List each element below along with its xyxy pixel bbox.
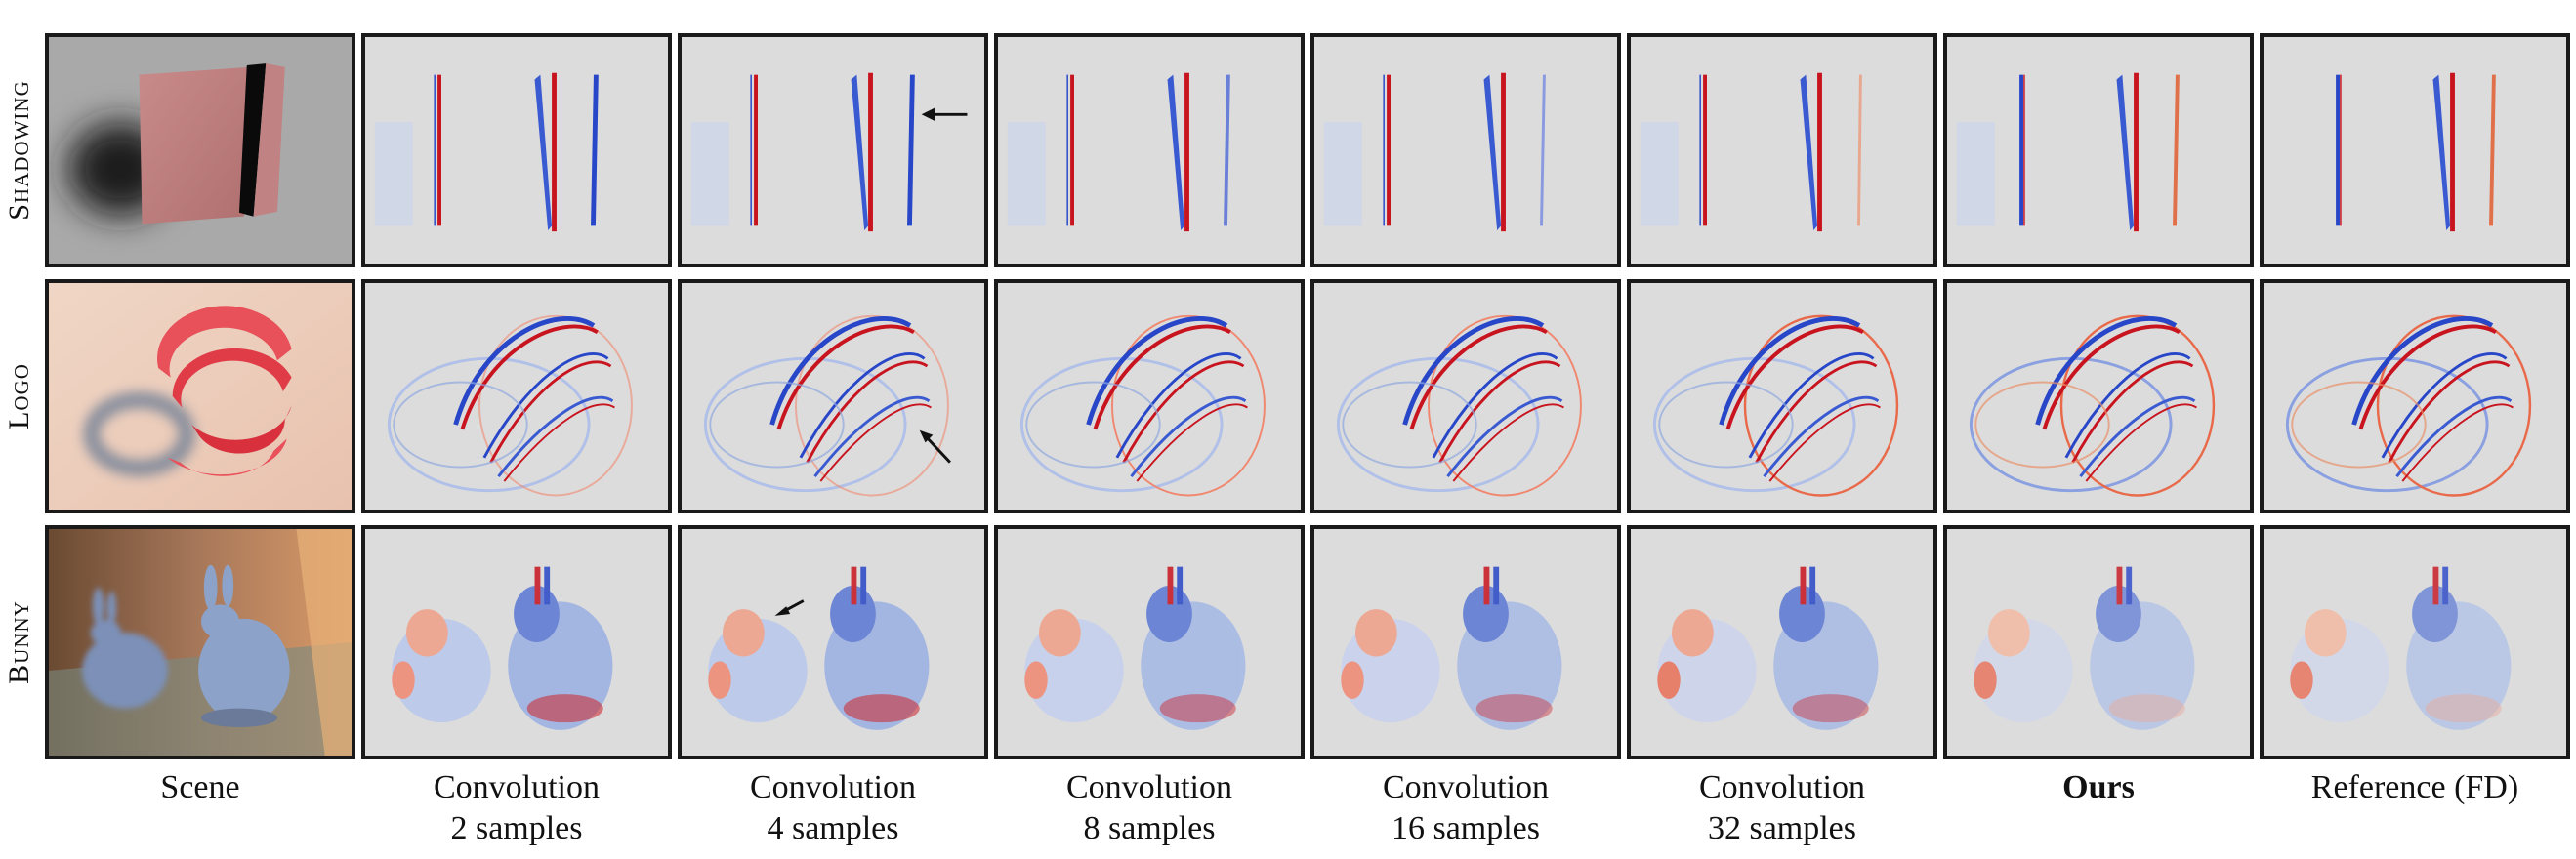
caption-conv2: Convolution 2 samples [433,769,601,846]
arrow-icon [924,434,951,464]
scene-logo [45,279,355,513]
gradient-bunny-conv32 [1627,525,1937,759]
gradient-shadowing-conv4 [678,33,988,267]
gradient-logo-conv8 [994,279,1305,513]
caption-conv8: Convolution 8 samples [1065,769,1233,846]
gradient-shadowing-ours [1943,33,2254,267]
gradient-logo-conv16 [1310,279,1621,513]
caption-conv4: Convolution 4 samples [749,769,917,846]
gradient-logo-conv32 [1627,279,1937,513]
gradient-logo-reference [2260,279,2570,513]
row-label-shadowing: Shadowing [3,80,35,221]
gradient-shadowing-conv16 [1310,33,1621,267]
scene-bunny [45,525,355,759]
caption-conv16: Convolution 16 samples [1382,769,1550,846]
gradient-bunny-conv16 [1310,525,1621,759]
gradient-logo-ours [1943,279,2254,513]
row-label-bunny: Bunny [3,600,36,684]
gradient-bunny-conv4 [678,525,988,759]
caption-conv32: Convolution 32 samples [1698,769,1866,846]
caption-scene: Scene [160,769,240,805]
gradient-shadowing-conv2 [361,33,672,267]
gradient-bunny-reference [2260,525,2570,759]
gradient-logo-conv2 [361,279,672,513]
gradient-bunny-conv2 [361,525,672,759]
caption-ours: Ours [2062,769,2135,805]
gradient-bunny-ours [1943,525,2254,759]
caption-reference: Reference (FD) [2310,769,2519,805]
gradient-shadowing-reference [2260,33,2570,267]
gradient-bunny-conv8 [994,525,1305,759]
scene-shadowing [45,33,355,267]
gradient-shadowing-conv8 [994,33,1305,267]
row-label-logo: Logo [3,363,36,430]
gradient-logo-conv4 [678,279,988,513]
gradient-shadowing-conv32 [1627,33,1937,267]
